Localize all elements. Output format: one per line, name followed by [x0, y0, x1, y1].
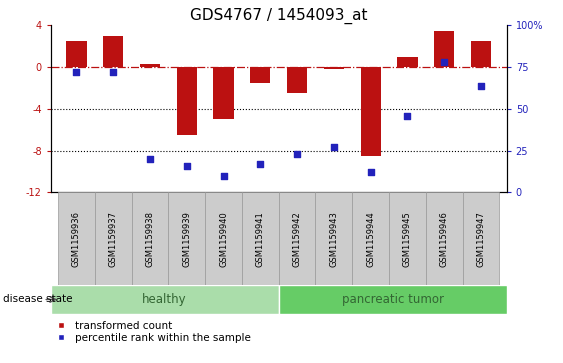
- Text: GSM1159936: GSM1159936: [72, 211, 81, 267]
- Text: GSM1159943: GSM1159943: [329, 211, 338, 266]
- Point: [219, 173, 228, 179]
- Point: [329, 144, 338, 150]
- Bar: [352, 192, 389, 285]
- Text: GSM1159944: GSM1159944: [366, 211, 375, 266]
- Bar: [95, 192, 132, 285]
- Text: GSM1159937: GSM1159937: [109, 211, 118, 267]
- Bar: [177, 67, 197, 135]
- Point: [403, 113, 412, 118]
- Bar: [205, 192, 242, 285]
- Text: disease state: disease state: [3, 294, 72, 305]
- Bar: [324, 67, 344, 69]
- Point: [366, 170, 375, 175]
- Text: GSM1159940: GSM1159940: [219, 211, 228, 266]
- Bar: [287, 67, 307, 93]
- Bar: [434, 30, 454, 67]
- Bar: [397, 57, 418, 67]
- Text: GSM1159945: GSM1159945: [403, 211, 412, 266]
- Text: GSM1159947: GSM1159947: [476, 211, 485, 266]
- Title: GDS4767 / 1454093_at: GDS4767 / 1454093_at: [190, 8, 368, 24]
- Point: [256, 161, 265, 167]
- Text: GSM1159938: GSM1159938: [145, 211, 154, 267]
- Bar: [132, 192, 168, 285]
- Bar: [463, 192, 499, 285]
- Bar: [58, 192, 95, 285]
- Text: GSM1159946: GSM1159946: [440, 211, 449, 266]
- Point: [182, 163, 191, 168]
- Point: [440, 59, 449, 65]
- Point: [293, 151, 302, 157]
- Bar: [168, 192, 205, 285]
- Bar: [51, 285, 279, 314]
- Point: [72, 69, 81, 75]
- Bar: [103, 36, 123, 67]
- Bar: [279, 285, 507, 314]
- Bar: [213, 67, 234, 119]
- Bar: [389, 192, 426, 285]
- Text: GSM1159941: GSM1159941: [256, 211, 265, 266]
- Legend: transformed count, percentile rank within the sample: transformed count, percentile rank withi…: [56, 321, 251, 343]
- Point: [109, 69, 118, 75]
- Bar: [140, 64, 160, 67]
- Point: [145, 156, 154, 162]
- Text: GSM1159939: GSM1159939: [182, 211, 191, 266]
- Text: healthy: healthy: [142, 293, 187, 306]
- Bar: [360, 67, 381, 156]
- Bar: [242, 192, 279, 285]
- Text: GSM1159942: GSM1159942: [293, 211, 302, 266]
- Bar: [426, 192, 463, 285]
- Bar: [279, 192, 315, 285]
- Bar: [471, 41, 491, 67]
- Bar: [250, 67, 270, 83]
- Point: [476, 83, 485, 89]
- Text: pancreatic tumor: pancreatic tumor: [342, 293, 444, 306]
- Bar: [315, 192, 352, 285]
- Bar: [66, 41, 87, 67]
